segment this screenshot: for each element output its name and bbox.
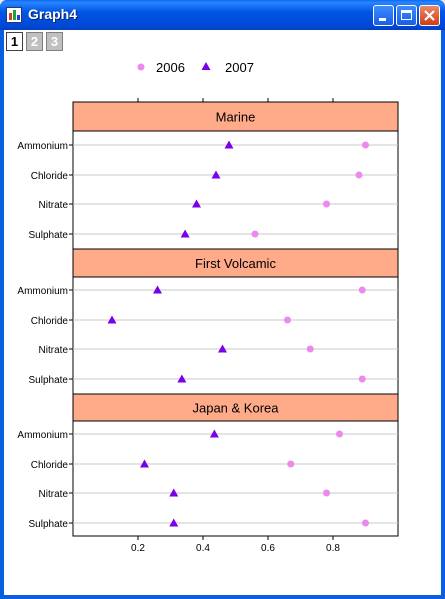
- y-tick-label: Nitrate: [39, 345, 69, 356]
- point-2006-1-0[interactable]: [358, 286, 366, 294]
- point-2007-2-3[interactable]: [169, 518, 179, 527]
- point-2006-0-3[interactable]: [251, 230, 259, 238]
- point-2007-2-2[interactable]: [169, 488, 179, 497]
- y-tick-label: Nitrate: [39, 200, 69, 211]
- maximize-button[interactable]: [396, 5, 417, 26]
- graph-page: 1 2 3 2006 2007 Marine Ammonium Chloride Ni…: [4, 30, 441, 595]
- point-2007-1-1[interactable]: [107, 315, 117, 324]
- point-2007-0-0[interactable]: [224, 140, 234, 149]
- legend-marker-2007: [201, 62, 211, 70]
- y-tick-label: Sulphate: [29, 519, 69, 530]
- panel-title-2: Japan & Korea: [192, 401, 279, 416]
- minimize-button[interactable]: [373, 5, 394, 26]
- panel-header-2[interactable]: [72, 393, 399, 422]
- point-2007-0-3[interactable]: [180, 229, 190, 238]
- legend-marker-2006: [137, 63, 145, 71]
- y-tick-label: Chloride: [31, 316, 69, 327]
- legend-label-2007: 2007: [225, 60, 254, 75]
- legend-label-2006: 2006: [156, 60, 185, 75]
- point-2006-2-0[interactable]: [336, 430, 343, 438]
- x-tick-label: 0.6: [261, 543, 275, 554]
- y-tick-label: Ammonium: [17, 430, 68, 441]
- point-2007-1-2[interactable]: [218, 344, 227, 353]
- close-button[interactable]: [419, 5, 440, 26]
- point-2006-1-3[interactable]: [358, 375, 366, 383]
- plot-area: Marine Ammonium Chloride Nitrate Sulphate Fir…: [17, 98, 399, 554]
- x-tick-label: 0.4: [196, 543, 210, 554]
- point-2007-0-2[interactable]: [192, 199, 201, 208]
- point-2007-2-0[interactable]: [209, 429, 219, 438]
- panel-header-1[interactable]: [72, 248, 399, 278]
- layer-tab-1[interactable]: 1: [6, 32, 23, 51]
- x-tick-label: 0.2: [131, 543, 145, 554]
- panel-title-1: First Volcamic: [195, 256, 276, 271]
- point-2006-2-1[interactable]: [287, 460, 295, 468]
- plot-frame: [72, 101, 399, 537]
- y-tick-label: Sulphate: [29, 230, 69, 241]
- point-2006-2-2[interactable]: [323, 489, 330, 497]
- title-bar[interactable]: Graph4: [0, 0, 445, 30]
- point-2007-1-0[interactable]: [153, 285, 162, 294]
- x-tick-label: 0.8: [326, 543, 340, 554]
- panel-title-0: Marine: [216, 110, 256, 125]
- point-2006-1-1[interactable]: [284, 316, 291, 324]
- y-tick-label: Sulphate: [29, 375, 69, 386]
- point-2006-0-2[interactable]: [323, 200, 330, 208]
- point-2006-0-1[interactable]: [355, 171, 363, 179]
- point-2007-0-1[interactable]: [211, 170, 221, 179]
- point-2007-2-1[interactable]: [140, 459, 149, 468]
- y-tick-label: Ammonium: [17, 286, 68, 297]
- legend[interactable]: 2006 2007: [137, 60, 254, 75]
- y-tick-label: Chloride: [31, 460, 69, 471]
- point-2006-1-2[interactable]: [306, 345, 314, 353]
- y-tick-label: Chloride: [31, 171, 69, 182]
- point-2007-1-3[interactable]: [177, 374, 187, 383]
- close-icon: [424, 10, 435, 21]
- point-2006-2-3[interactable]: [362, 519, 369, 527]
- panel-header-0[interactable]: [72, 101, 399, 132]
- minimize-icon: [379, 18, 386, 21]
- y-tick-label: Ammonium: [17, 141, 68, 152]
- layer-tab-3[interactable]: 3: [46, 32, 63, 51]
- y-tick-label: Nitrate: [39, 489, 69, 500]
- maximize-icon: [401, 10, 412, 20]
- window-title: Graph4: [28, 6, 78, 22]
- chart: 2006 2007 Marine Ammonium Chloride Nitrate S…: [17, 60, 399, 554]
- layer-tab-2[interactable]: 2: [26, 32, 43, 51]
- point-2006-0-0[interactable]: [362, 141, 369, 149]
- graph-app-icon[interactable]: [6, 7, 22, 23]
